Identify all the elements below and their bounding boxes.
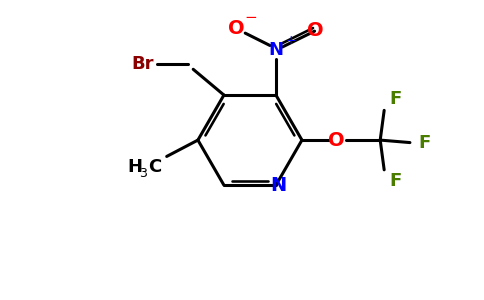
Text: N: N — [270, 176, 286, 195]
Text: H: H — [127, 158, 142, 176]
Text: F: F — [389, 172, 401, 190]
Text: Br: Br — [131, 55, 153, 73]
Text: N: N — [269, 41, 284, 59]
Text: O: O — [328, 130, 345, 150]
Text: 3: 3 — [139, 167, 147, 180]
Text: O: O — [228, 19, 244, 38]
Text: F: F — [389, 91, 401, 109]
Text: C: C — [148, 158, 162, 176]
Text: +: + — [286, 34, 296, 47]
Text: −: − — [245, 10, 257, 25]
Text: F: F — [419, 134, 431, 152]
Text: O: O — [307, 21, 324, 40]
